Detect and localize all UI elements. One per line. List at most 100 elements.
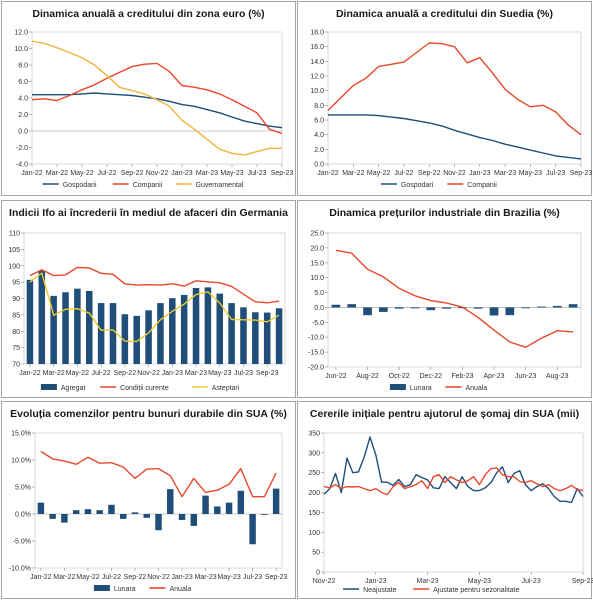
chart-title: Cererile inițiale pentru ajutorul de șom… — [309, 408, 580, 420]
legend-label: Companii — [467, 182, 497, 189]
x-tick-label: Jan-22 — [30, 574, 52, 581]
legend-label: Neajustate — [363, 587, 397, 594]
chart-panel-ifo-germany: Indicii Ifo ai încrederii în mediul de a… — [1, 200, 296, 398]
y-tick-label: 110 — [9, 231, 20, 238]
bar — [347, 304, 357, 308]
series-line — [29, 272, 280, 343]
bar — [252, 312, 259, 364]
y-tick-label: 2.0 — [314, 147, 324, 154]
y-tick-label: 70 — [12, 362, 20, 369]
y-tick-label: -4.0 — [16, 162, 28, 169]
bar — [568, 304, 578, 308]
bar — [62, 292, 69, 364]
x-tick-label: Mar-23 — [494, 170, 516, 177]
chart-panel-us-jobless-claims: Cererile inițiale pentru ajutorul de șom… — [297, 401, 593, 599]
bar — [167, 489, 174, 514]
x-tick-label: Mar-23 — [185, 370, 207, 377]
y-tick-label: 10.0 — [14, 46, 28, 53]
series-line — [323, 436, 584, 504]
bar — [169, 298, 176, 364]
y-tick-label: -5.0% — [13, 539, 31, 546]
bar — [61, 514, 68, 523]
y-tick-label: 25.0 — [310, 231, 324, 238]
y-tick-label: 20.0 — [310, 245, 324, 252]
bar — [72, 510, 80, 514]
x-tick-label: Jul-22 — [97, 170, 116, 177]
x-tick-label: Jan-23 — [171, 170, 193, 177]
y-tick-label: 0.0 — [18, 129, 28, 136]
x-tick-label: Dec-22 — [419, 373, 442, 380]
y-tick-label: 15.0 — [310, 260, 324, 267]
chart-title: Indicii Ifo ai încrederii în mediul de a… — [9, 207, 288, 219]
bar — [272, 488, 280, 514]
x-tick-label: May-22 — [66, 370, 89, 377]
y-tick-label: 10.0 — [310, 88, 324, 95]
y-tick-label: 150 — [308, 510, 320, 517]
y-tick-label: 16.0 — [310, 44, 324, 51]
x-tick-label: Jan-22 — [21, 170, 43, 177]
bar — [26, 279, 34, 364]
x-tick-label: Jul-22 — [394, 170, 413, 177]
y-tick-label: 0.0 — [314, 305, 324, 312]
plot-area — [327, 232, 582, 368]
series-line — [31, 40, 282, 156]
x-tick-label: Mar-22 — [43, 370, 65, 377]
x-tick-label: May-23 — [217, 574, 240, 581]
y-tick-label: -10.0% — [9, 566, 31, 573]
y-tick-label: 8.0 — [18, 63, 28, 70]
bar — [410, 307, 420, 309]
legend-label: Asteptari — [212, 385, 240, 392]
x-tick-label: Jul-23 — [247, 170, 266, 177]
bar — [216, 293, 224, 364]
x-tick-label: Mar-23 — [417, 578, 439, 585]
x-tick-label: Aug-22 — [356, 373, 379, 380]
x-tick-label: Jul-22 — [102, 574, 121, 581]
x-tick-label: Mar-22 — [53, 574, 75, 581]
y-tick-label: 105 — [8, 247, 20, 254]
x-tick-label: Jan-23 — [365, 578, 387, 585]
y-tick-label: 12.0 — [310, 74, 324, 81]
bar — [394, 307, 404, 309]
y-tick-label: 10.0 — [310, 275, 324, 282]
plot-area — [323, 432, 584, 573]
x-tick-label: Sep-22 — [124, 574, 147, 581]
legend-swatch — [93, 585, 110, 591]
chart-svg: 25.0 20.0 15.0 10.0 5.0 0.0 -5.0 -10.0 -15.0 -20.… — [308, 231, 582, 392]
y-tick-label: 4.0 — [18, 96, 28, 103]
y-tick-label: 14.0 — [310, 59, 324, 66]
y-tick-label: -15.0 — [308, 350, 324, 357]
bar — [275, 308, 283, 364]
legend-label: Lunara — [114, 586, 136, 593]
x-tick-label: Jul-23 — [234, 370, 253, 377]
x-tick-label: Nov-22 — [443, 170, 466, 177]
legend-label: Anuala — [170, 586, 192, 593]
bar — [225, 502, 233, 514]
x-tick-label: Sep-22 — [114, 370, 137, 377]
y-tick-label: 90 — [12, 296, 20, 303]
x-tick-label: Jan-23 — [171, 574, 193, 581]
legend-label: Gospodarii — [63, 182, 97, 189]
legend-label: Agregat — [61, 385, 86, 392]
plot-area — [31, 31, 283, 165]
y-tick-label: 250 — [308, 470, 320, 477]
x-tick-label: May-23 — [220, 170, 243, 177]
bar — [37, 502, 45, 514]
legend-swatch — [389, 384, 406, 390]
y-tick-label: 12.0 — [14, 30, 28, 37]
y-tick-label: -20.0 — [308, 365, 324, 372]
y-tick-label: 0 — [316, 570, 320, 577]
bar — [84, 509, 92, 514]
x-tick-label: May-23 — [519, 170, 542, 177]
y-tick-label: 85 — [12, 312, 20, 319]
bar — [537, 306, 546, 308]
y-tick-label: 80 — [12, 329, 20, 336]
x-tick-label: May-22 — [367, 170, 390, 177]
bar — [378, 307, 388, 312]
x-tick-label: Mar-22 — [46, 170, 68, 177]
x-tick-label: Nov-22 — [137, 370, 160, 377]
x-tick-label: Oct-22 — [389, 373, 410, 380]
bar — [133, 315, 140, 364]
series-line — [40, 450, 277, 498]
legend-swatch — [40, 384, 57, 390]
